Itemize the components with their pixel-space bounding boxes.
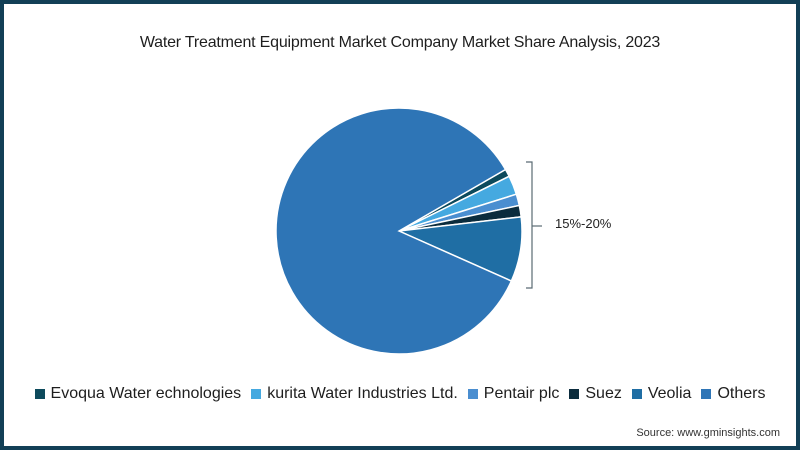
legend-label: Others — [717, 385, 766, 402]
legend-item-suez: Suez — [569, 385, 622, 403]
legend-label: Veolia — [647, 385, 692, 402]
legend-swatch — [34, 389, 45, 399]
legend-label: Evoqua Water echnologies — [50, 385, 242, 402]
legend-item-kurita: kurita Water Industries Ltd. — [251, 385, 458, 403]
legend-item-veolia: Veolia — [631, 385, 692, 403]
legend-item-others: Others — [701, 385, 765, 403]
legend-swatch — [701, 389, 712, 399]
source-note: Source: www.gminsights.com — [636, 427, 780, 439]
legend-swatch — [631, 389, 642, 399]
legend-swatch — [467, 389, 478, 399]
chart-legend: Evoqua Water echnologies kurita Water In… — [0, 385, 800, 403]
legend-label: Suez — [585, 385, 622, 402]
legend-item-pentair: Pentair plc — [467, 385, 560, 403]
legend-item-evoqua: Evoqua Water echnologies — [34, 385, 242, 403]
pie-slices — [275, 107, 523, 355]
legend-swatch — [251, 389, 262, 399]
range-annotation: 15%-20% — [555, 216, 612, 231]
legend-swatch — [569, 389, 580, 399]
chart-title: Water Treatment Equipment Market Company… — [139, 34, 661, 51]
pie-slice-others — [275, 107, 513, 355]
range-bracket — [526, 161, 542, 289]
legend-label: kurita Water Industries Ltd. — [267, 385, 458, 402]
legend-label: Pentair plc — [483, 385, 560, 402]
